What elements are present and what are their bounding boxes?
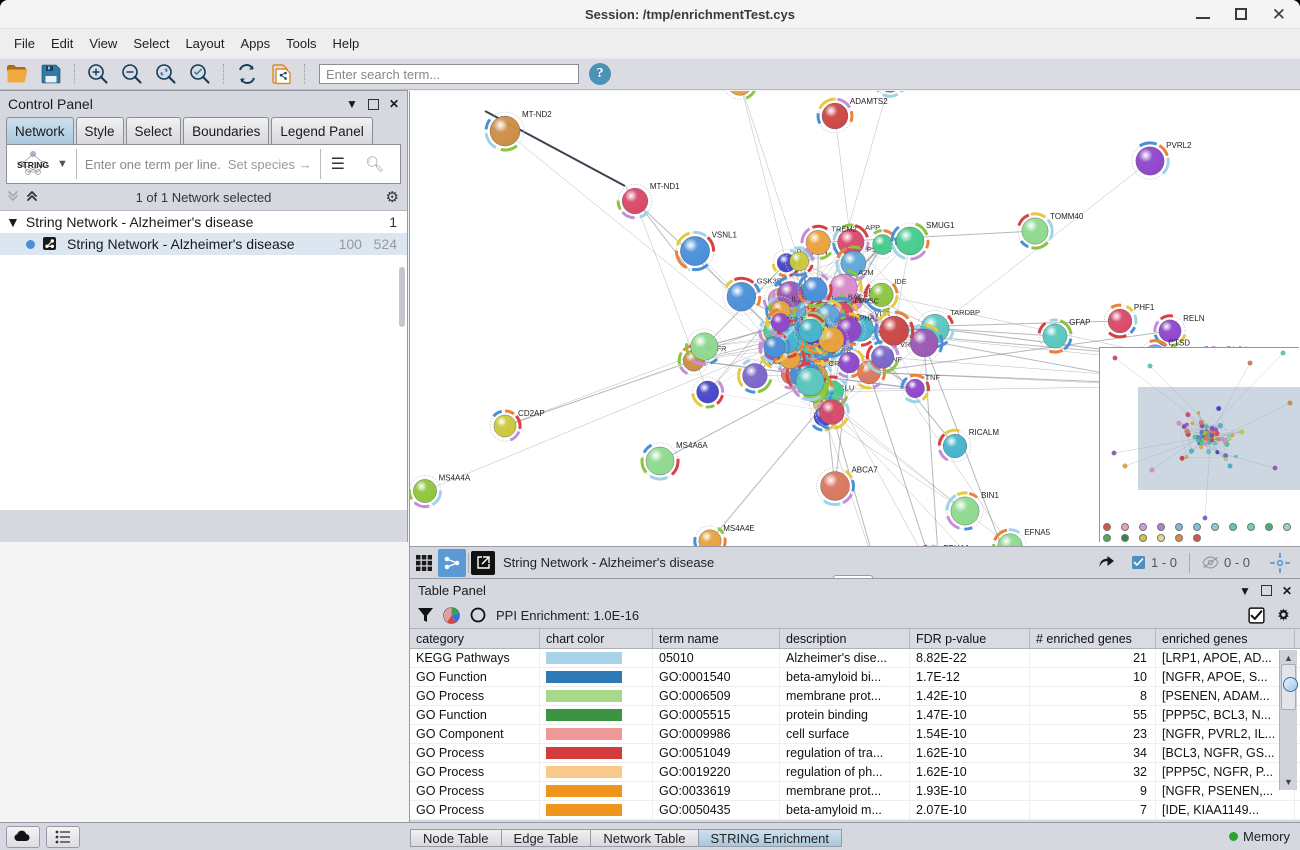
svg-text:BIN1: BIN1 — [981, 491, 999, 500]
svg-text:SMUG1: SMUG1 — [926, 221, 955, 230]
svg-text:RELN: RELN — [1183, 314, 1205, 323]
svg-text:PVRL2: PVRL2 — [1166, 141, 1192, 150]
svg-text:IDE: IDE — [894, 277, 907, 286]
svg-text:MS4A6A: MS4A6A — [676, 441, 708, 450]
svg-text:MT-ND1: MT-ND1 — [650, 182, 680, 191]
svg-text:PHF1: PHF1 — [1134, 303, 1155, 312]
svg-text:TNF: TNF — [925, 373, 940, 382]
svg-text:PPP5C: PPP5C — [854, 296, 879, 305]
svg-text:TREM2: TREM2 — [831, 224, 856, 233]
svg-text:RICALM: RICALM — [969, 428, 1000, 437]
svg-text:CD2AP: CD2AP — [518, 409, 545, 418]
svg-text:VSNL1: VSNL1 — [712, 230, 738, 239]
svg-text:MS4A4A: MS4A4A — [439, 473, 471, 482]
svg-text:A2M: A2M — [858, 268, 873, 277]
svg-text:EFNA5: EFNA5 — [1024, 528, 1050, 537]
svg-text:ADAMTS2: ADAMTS2 — [850, 97, 888, 106]
svg-text:TARDBP: TARDBP — [950, 308, 980, 317]
svg-text:ABCA7: ABCA7 — [851, 466, 878, 475]
svg-text:MS4A4E: MS4A4E — [723, 524, 755, 533]
svg-text:MT-ND2: MT-ND2 — [522, 110, 552, 119]
svg-text:TOMM40: TOMM40 — [1050, 212, 1084, 221]
svg-text:GFAP: GFAP — [1069, 318, 1090, 327]
